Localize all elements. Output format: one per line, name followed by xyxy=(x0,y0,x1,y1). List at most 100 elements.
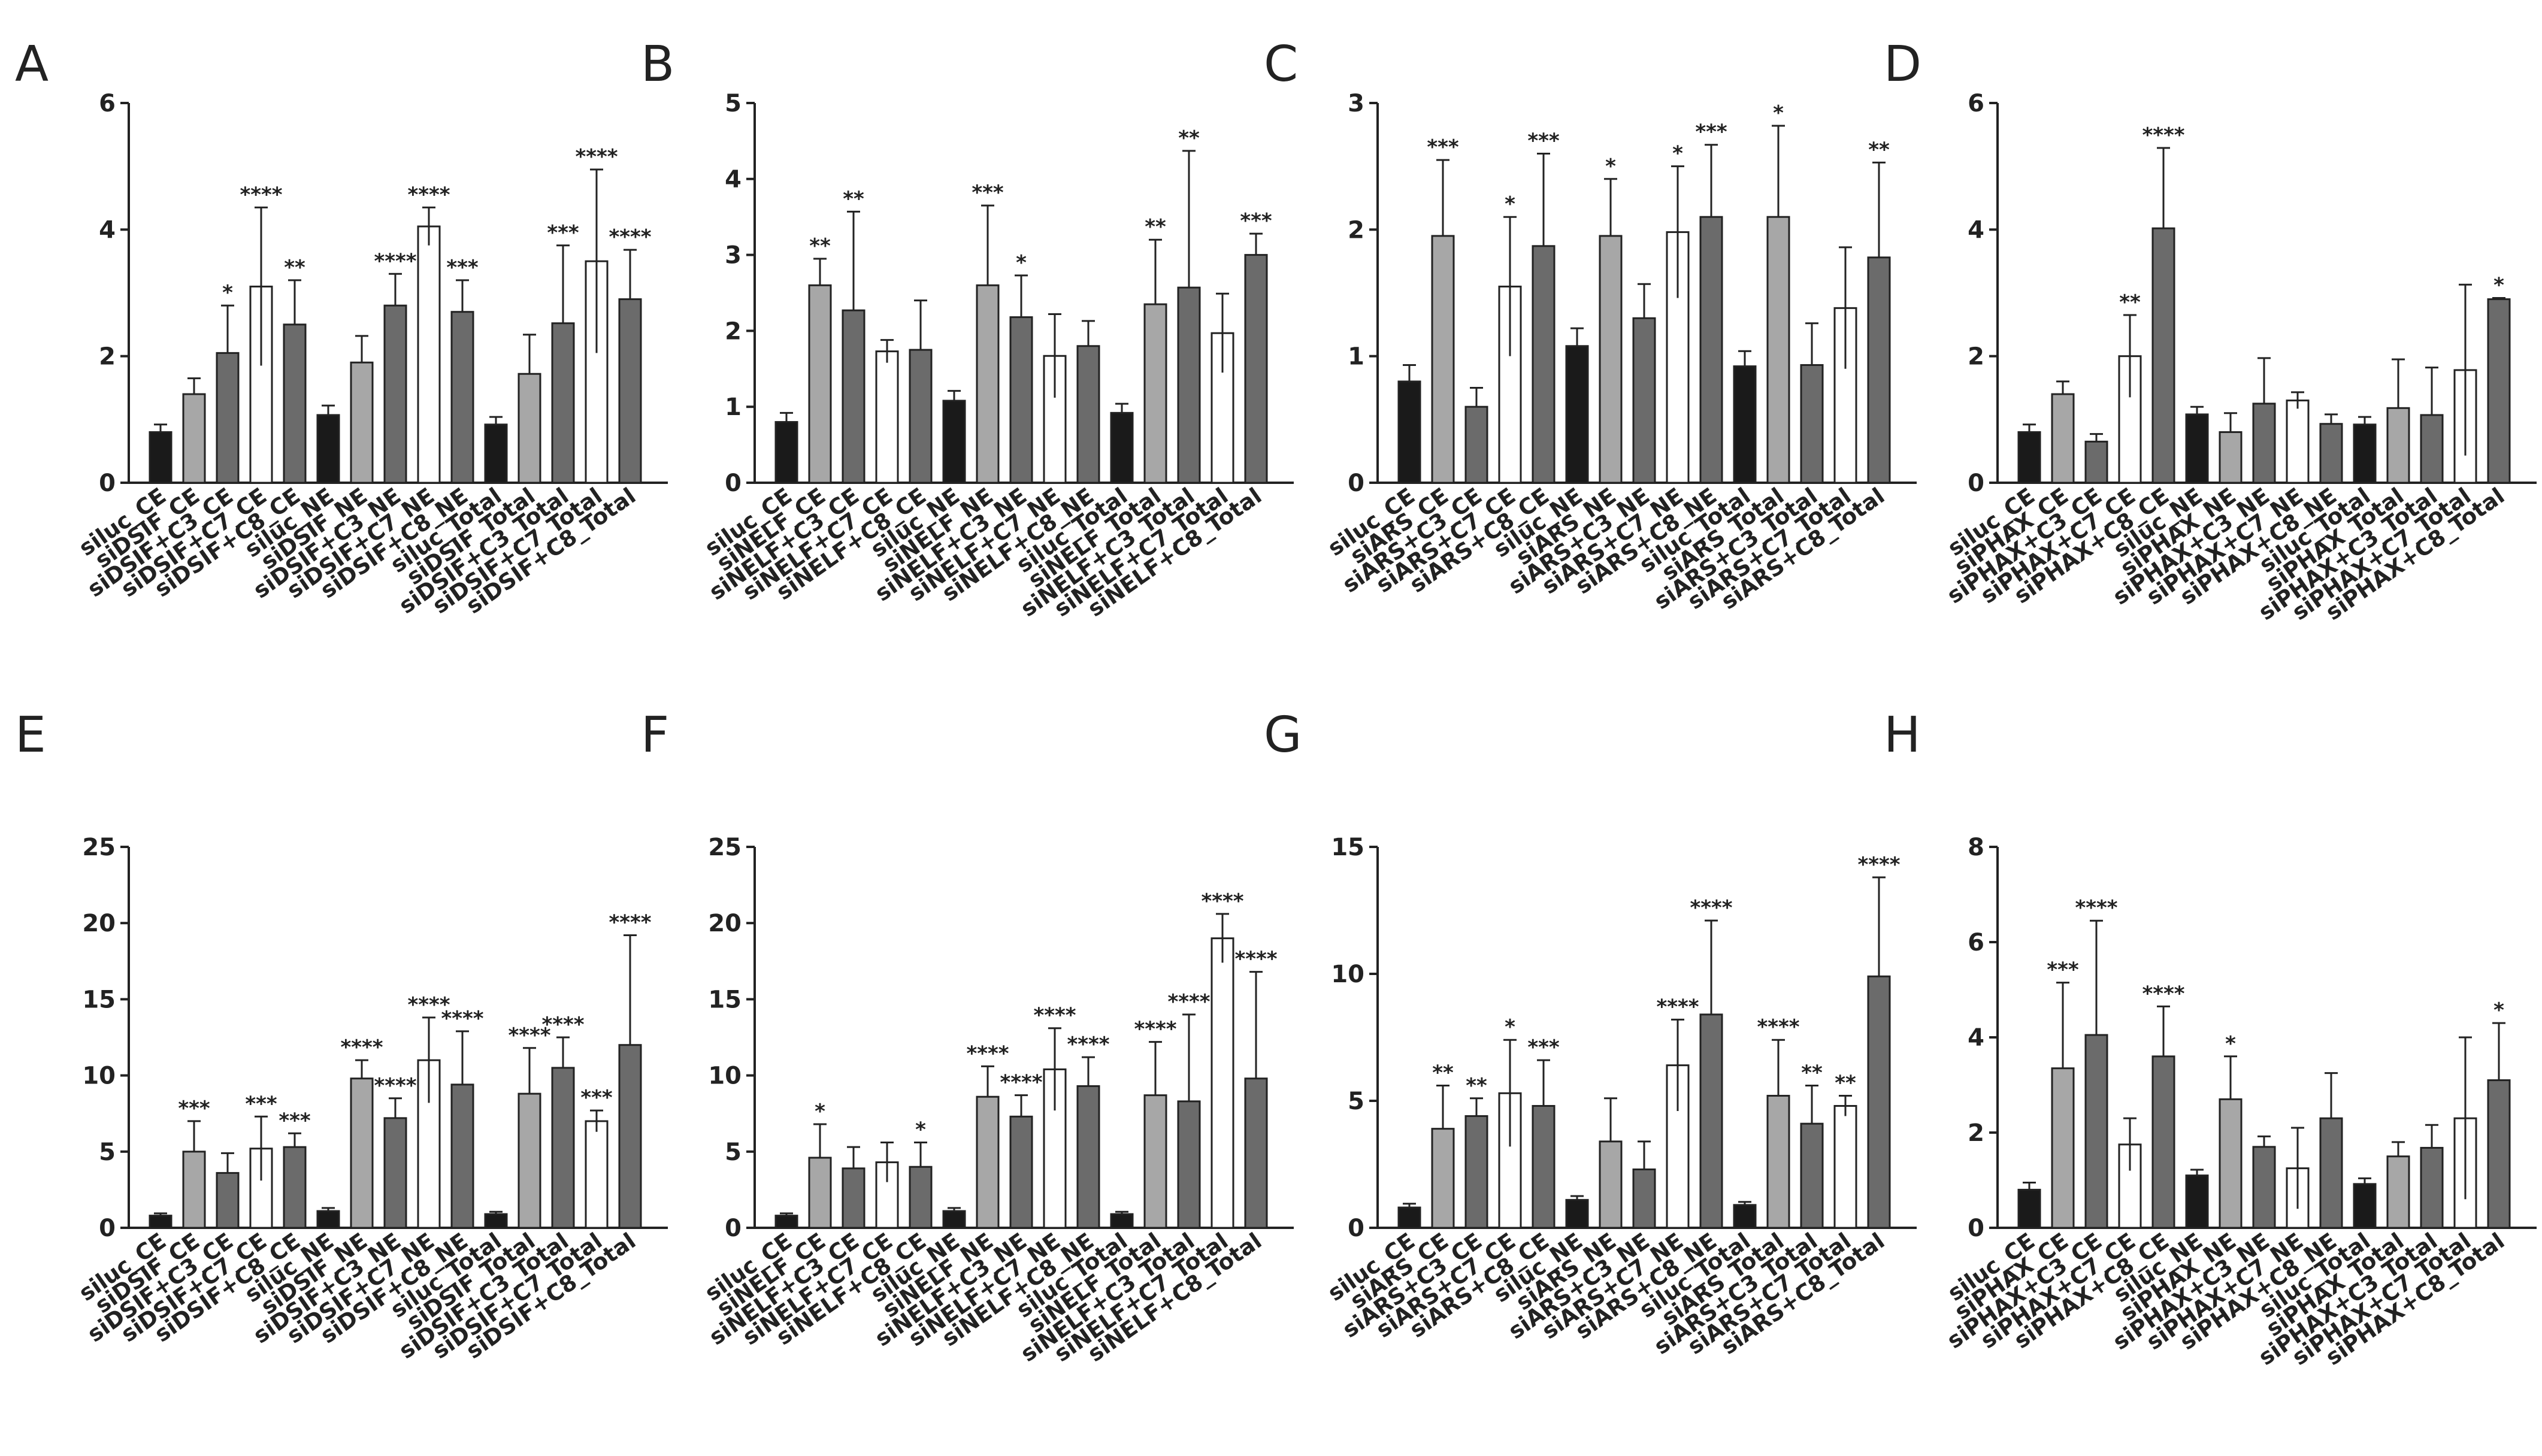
significance-label: * xyxy=(1773,101,1784,125)
y-tick-label: 5 xyxy=(725,90,742,117)
significance-label: **** xyxy=(1167,990,1210,1014)
bar xyxy=(518,1092,541,1229)
significance-label: ** xyxy=(809,234,831,258)
significance-label: **** xyxy=(2075,896,2117,920)
panel-letter: F xyxy=(641,707,669,764)
bar xyxy=(1244,254,1268,484)
bar xyxy=(450,1083,474,1229)
bar xyxy=(2252,402,2276,484)
bar xyxy=(2017,1188,2041,1229)
significance-label: *** xyxy=(1240,209,1272,233)
bar xyxy=(484,1213,508,1229)
significance-label: *** xyxy=(580,1086,613,1110)
bar xyxy=(316,414,340,484)
bar xyxy=(283,323,307,484)
y-tick-label: 25 xyxy=(708,834,742,861)
y-tick-label: 0 xyxy=(99,470,116,497)
bar xyxy=(1800,364,1824,484)
y-tick-label: 5 xyxy=(99,1139,116,1166)
bar xyxy=(1800,1122,1824,1229)
significance-label: **** xyxy=(1757,1015,1799,1039)
bar xyxy=(942,1210,966,1229)
y-tick-label: 3 xyxy=(1348,90,1364,117)
bar xyxy=(1632,1168,1656,1229)
y-tick-label: 5 xyxy=(1348,1088,1364,1115)
bar xyxy=(1110,1213,1134,1229)
bar xyxy=(1397,1206,1421,1229)
panel-letter: G xyxy=(1264,707,1302,764)
bar xyxy=(182,1151,206,1229)
significance-label: ** xyxy=(843,187,864,211)
y-tick-label: 0 xyxy=(725,470,742,497)
bar xyxy=(2219,431,2243,484)
bar xyxy=(808,284,832,484)
y-tick-label: 2 xyxy=(1968,1119,1984,1147)
y-tick-label: 2 xyxy=(1968,343,1984,371)
bar xyxy=(316,1210,340,1229)
bar xyxy=(1009,316,1033,484)
panel-a: A 0246siluc_CEsiDSIF_CE*siDSIF+C3_CE****… xyxy=(15,36,668,619)
significance-label: **** xyxy=(441,1007,483,1031)
y-tick-label: 4 xyxy=(99,216,116,244)
bar xyxy=(1076,1085,1100,1229)
y-tick-label: 8 xyxy=(1968,834,1984,861)
y-tick-label: 25 xyxy=(82,834,116,861)
panel-letter: C xyxy=(1264,36,1298,93)
significance-label: **** xyxy=(1201,889,1243,913)
panel-letter: E xyxy=(15,707,46,764)
y-tick-label: 6 xyxy=(1968,90,1984,117)
bar xyxy=(149,431,173,484)
significance-label: * xyxy=(2225,1032,2236,1056)
panel-letter: H xyxy=(1884,707,1921,764)
y-tick-label: 0 xyxy=(1968,1215,1984,1242)
significance-label: *** xyxy=(446,256,479,280)
bar xyxy=(976,284,1000,484)
bar xyxy=(2185,413,2209,484)
significance-label: ** xyxy=(1145,215,1166,239)
bar xyxy=(808,1157,832,1229)
bar xyxy=(484,423,508,484)
significance-label: ** xyxy=(1432,1061,1454,1085)
significance-label: **** xyxy=(1690,896,1732,920)
bar xyxy=(216,352,240,484)
bar xyxy=(518,373,541,484)
significance-label: *** xyxy=(2047,958,2079,982)
bar xyxy=(1766,1095,1790,1229)
y-tick-label: 4 xyxy=(725,166,742,193)
bar xyxy=(2051,1067,2075,1229)
bar xyxy=(2219,1098,2243,1229)
bar xyxy=(2084,440,2108,484)
bar xyxy=(618,298,642,484)
significance-label: **** xyxy=(575,145,618,169)
panel-h: H 02468siluc_CE***siPHAX_CE****siPHAX+C3… xyxy=(1884,707,2537,1370)
bar xyxy=(1431,235,1455,484)
bar xyxy=(2151,1055,2175,1229)
bar xyxy=(2051,393,2075,484)
significance-label: **** xyxy=(1234,948,1277,971)
bar xyxy=(1431,1128,1455,1229)
significance-label: * xyxy=(915,1118,926,1142)
bar xyxy=(1143,303,1167,484)
significance-label: ** xyxy=(1466,1074,1487,1098)
y-tick-label: 15 xyxy=(708,986,742,1013)
y-tick-label: 4 xyxy=(1968,1024,1984,1052)
y-tick-label: 2 xyxy=(1348,216,1364,244)
significance-label: **** xyxy=(1033,1004,1076,1028)
bar xyxy=(1599,1140,1623,1229)
bar xyxy=(1733,365,1757,484)
significance-label: *** xyxy=(1527,1036,1560,1060)
significance-label: ** xyxy=(1801,1061,1823,1085)
y-tick-label: 10 xyxy=(1331,961,1364,988)
significance-label: **** xyxy=(407,183,450,207)
panel-f: F 0510152025siluc_CE*siNELF_CEsiNELF+C3_… xyxy=(641,707,1294,1367)
panel-letter: A xyxy=(15,36,49,93)
significance-label: * xyxy=(2493,998,2504,1022)
bar xyxy=(2487,1079,2511,1229)
y-tick-label: 1 xyxy=(725,393,742,421)
bar xyxy=(1699,216,1723,484)
y-tick-label: 0 xyxy=(99,1215,116,1242)
significance-label: *** xyxy=(245,1092,277,1116)
bar xyxy=(1177,286,1201,484)
significance-label: **** xyxy=(609,225,651,249)
